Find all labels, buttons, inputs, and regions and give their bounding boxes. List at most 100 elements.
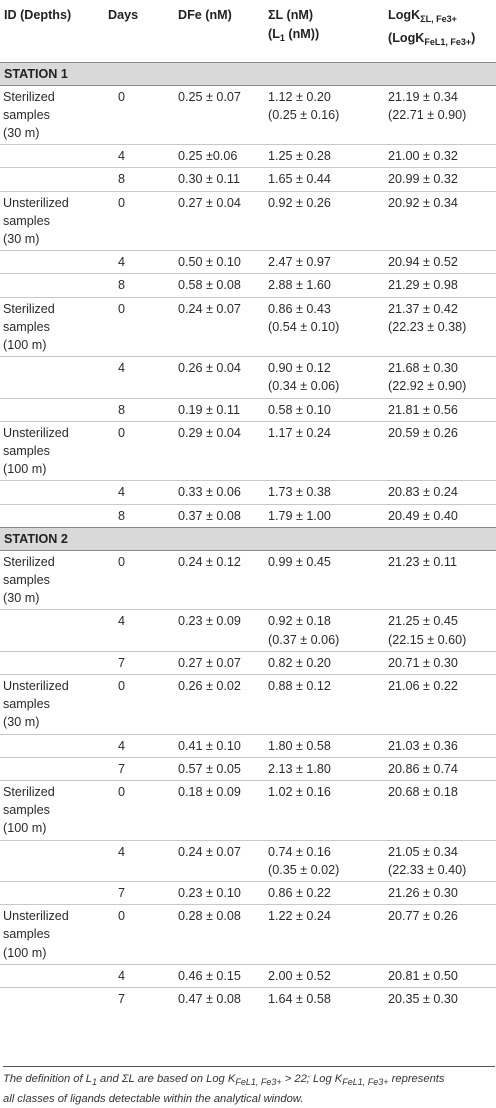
table-body: STATION 1 Sterilized samples (30 m) 0 0.25 ± … bbox=[0, 61, 496, 1011]
sample-id-cell bbox=[0, 881, 104, 905]
sample-id-line: (30 m) bbox=[3, 231, 40, 246]
days-cell: 8 bbox=[104, 397, 174, 422]
sample-id-cell bbox=[0, 397, 104, 422]
sample-id-line: (100 m) bbox=[3, 945, 47, 960]
sum-ligands-value: 1.64 ± 0.58 bbox=[268, 992, 331, 1007]
dfe-cell: 0.28 ± 0.08 bbox=[174, 904, 264, 965]
logk-cell: 21.19 ± 0.34 (22.71 ± 0.90) bbox=[384, 85, 496, 145]
logk-cell: 21.37 ± 0.42 (22.23 ± 0.38) bbox=[384, 296, 496, 357]
sample-id-cell bbox=[0, 756, 104, 781]
station-row: STATION 1 bbox=[0, 61, 496, 86]
dfe-cell: 0.18 ± 0.09 bbox=[174, 780, 264, 841]
header-logk-line1: LogKΣL, Fe3+ bbox=[388, 8, 457, 24]
logk-cell: 20.68 ± 0.18 bbox=[384, 780, 496, 841]
days-cell: 8 bbox=[104, 503, 174, 528]
sample-id-line: (100 m) bbox=[3, 821, 47, 836]
table-row: Sterilized samples (30 m) 0 0.25 ± 0.07 1.12 … bbox=[0, 85, 496, 145]
sum-ligands-cell: 1.02 ± 0.16 bbox=[264, 780, 384, 841]
station-label: STATION 2 bbox=[0, 526, 496, 551]
station-label: STATION 1 bbox=[0, 61, 496, 86]
sum-ligands-cell: 0.86 ± 0.43 (0.54 ± 0.10) bbox=[264, 296, 384, 357]
dfe-cell: 0.26 ± 0.04 bbox=[174, 356, 264, 399]
dfe-cell: 0.58 ± 0.08 bbox=[174, 273, 264, 298]
table-header: ID (Depths) Days DFe (nM) ΣL (nM) (L1 (n… bbox=[0, 0, 496, 62]
header-sum-ligands-line1: ΣL (nM) bbox=[268, 8, 314, 22]
sample-id-cell bbox=[0, 273, 104, 298]
sum-ligands-value: 1.12 ± 0.20 bbox=[268, 89, 331, 104]
dfe-cell: 0.46 ± 0.15 bbox=[174, 963, 264, 988]
dfe-cell: 0.57 ± 0.05 bbox=[174, 756, 264, 781]
sum-ligands-cell: 1.22 ± 0.24 bbox=[264, 904, 384, 965]
sample-id-line: Sterilized bbox=[3, 554, 55, 569]
logk-value: (22.33 ± 0.40) bbox=[388, 862, 467, 877]
sum-ligands-cell: 0.74 ± 0.16 (0.35 ± 0.02) bbox=[264, 839, 384, 882]
data-table: ID (Depths) Days DFe (nM) ΣL (nM) (L1 (n… bbox=[0, 0, 496, 1011]
logk-cell: 20.35 ± 0.30 bbox=[384, 987, 496, 1011]
sample-id-cell bbox=[0, 987, 104, 1011]
logk-cell: 20.81 ± 0.50 bbox=[384, 963, 496, 988]
days-cell: 4 bbox=[104, 963, 174, 988]
dfe-cell: 0.30 ± 0.11 bbox=[174, 167, 264, 192]
sum-ligands-cell: 0.88 ± 0.12 bbox=[264, 673, 384, 735]
days-cell: 4 bbox=[104, 356, 174, 399]
logk-value: 20.35 ± 0.30 bbox=[388, 992, 458, 1007]
days-cell: 0 bbox=[104, 904, 174, 965]
sum-ligands-cell: 0.82 ± 0.20 bbox=[264, 650, 384, 675]
sum-ligands-value: 1.79 ± 1.00 bbox=[268, 508, 331, 523]
header-logk: LogKΣL, Fe3+ (LogKFeL1, Fe3+) bbox=[384, 0, 496, 62]
dfe-cell: 0.23 ± 0.10 bbox=[174, 881, 264, 905]
logk-value: 20.77 ± 0.26 bbox=[388, 909, 458, 924]
sample-id-line: samples bbox=[3, 319, 50, 334]
sample-id-cell bbox=[0, 839, 104, 882]
sample-id-line: Unsterilized bbox=[3, 678, 69, 693]
dfe-cell: 0.33 ± 0.06 bbox=[174, 480, 264, 505]
dfe-cell: 0.29 ± 0.04 bbox=[174, 420, 264, 481]
sum-ligands-value: 0.90 ± 0.12 bbox=[268, 361, 331, 376]
logk-value: 21.05 ± 0.34 bbox=[388, 844, 458, 859]
sample-id-cell bbox=[0, 503, 104, 528]
logk-cell: 21.06 ± 0.22 bbox=[384, 673, 496, 735]
logk-cell: 21.26 ± 0.30 bbox=[384, 881, 496, 905]
table-row: 7 0.23 ± 0.10 0.86 ± 0.22 21.26 ± 0.30 bbox=[0, 881, 496, 905]
days-cell: 0 bbox=[118, 554, 126, 569]
table-row: 8 0.58 ± 0.08 2.88 ± 1.60 21.29 ± 0.98 bbox=[0, 273, 496, 298]
logk-value: 20.59 ± 0.26 bbox=[388, 425, 458, 440]
sample-id-cell: Unsterilized samples (30 m) bbox=[0, 673, 104, 735]
logk-value: 20.71 ± 0.30 bbox=[388, 655, 458, 670]
sum-ligands-cell: 0.86 ± 0.22 bbox=[264, 881, 384, 905]
logk-value: 21.25 ± 0.45 bbox=[388, 614, 458, 629]
sum-ligands-value: (0.35 ± 0.02) bbox=[268, 862, 340, 877]
sum-ligands-cell: 1.80 ± 0.58 bbox=[264, 733, 384, 758]
logk-value: 20.94 ± 0.52 bbox=[388, 255, 458, 270]
days-cell: 0 bbox=[104, 420, 174, 481]
table-row: 4 0.26 ± 0.04 0.90 ± 0.12 (0.34 ± 0.06) 21.6… bbox=[0, 356, 496, 399]
sum-ligands-cell: 1.17 ± 0.24 bbox=[264, 420, 384, 481]
sum-ligands-value: (0.54 ± 0.10) bbox=[268, 319, 340, 334]
logk-cell: 20.59 ± 0.26 bbox=[384, 420, 496, 481]
dfe-cell: 0.41 ± 0.10 bbox=[174, 733, 264, 758]
sum-ligands-cell: 0.92 ± 0.18 (0.37 ± 0.06) bbox=[264, 609, 384, 652]
sample-id-cell bbox=[0, 250, 104, 274]
table-footnote: The definition of L1 and ΣL are based on… bbox=[3, 1066, 495, 1107]
days-cell: 4 bbox=[104, 144, 174, 168]
station-row: STATION 2 bbox=[0, 526, 496, 551]
header-sum-ligands: ΣL (nM) (L1 (nM)) bbox=[264, 0, 384, 62]
header-days: Days bbox=[108, 8, 139, 22]
sample-id-cell: Sterilized samples (100 m) bbox=[0, 296, 104, 357]
days-cell: 7 bbox=[104, 650, 174, 675]
dfe-cell: 0.47 ± 0.08 bbox=[174, 987, 264, 1011]
days-cell: 7 bbox=[104, 756, 174, 781]
sample-id-line: (100 m) bbox=[3, 337, 47, 352]
days-cell: 7 bbox=[104, 881, 174, 905]
logk-cell: 21.23 ± 0.11 bbox=[384, 550, 496, 610]
sample-id-line: Unsterilized bbox=[3, 425, 69, 440]
sum-ligands-value: 1.02 ± 0.16 bbox=[268, 785, 331, 799]
logk-value: 20.99 ± 0.32 bbox=[388, 172, 458, 187]
dfe-cell: 0.25 ±0.06 bbox=[174, 144, 264, 168]
logk-cell: 21.03 ± 0.36 bbox=[384, 733, 496, 758]
days-cell: 8 bbox=[104, 273, 174, 298]
table-row: 8 0.30 ± 0.11 1.65 ± 0.44 20.99 ± 0.32 bbox=[0, 167, 496, 192]
table-row: 4 0.46 ± 0.15 2.00 ± 0.52 20.81 ± 0.50 bbox=[0, 963, 496, 988]
sum-ligands-value: 2.13 ± 1.80 bbox=[268, 761, 331, 776]
